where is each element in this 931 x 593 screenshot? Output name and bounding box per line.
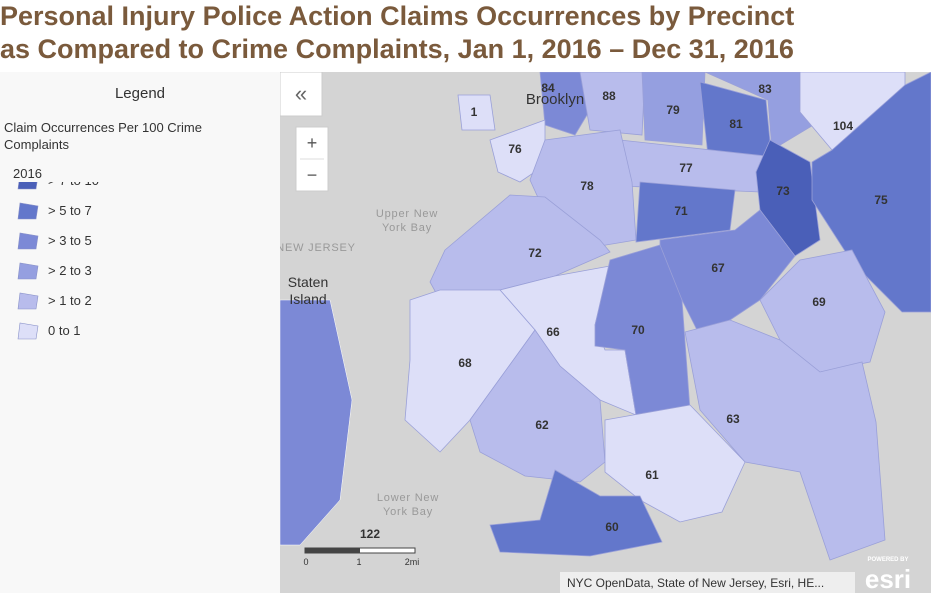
scale-label: 1	[356, 557, 361, 567]
zoom-in[interactable]: +	[307, 133, 318, 153]
precinct-label: 83	[758, 82, 772, 96]
legend-panel: Legend Claim Occurrences Per 100 Crime C…	[0, 72, 280, 593]
legend-label: > 1 to 2	[48, 293, 92, 308]
precinct-label: 84	[541, 81, 555, 95]
precinct-label: 61	[645, 468, 659, 482]
legend-heading: Legend	[114, 85, 166, 102]
map[interactable]: 84 88 79 83 81 104 1 76 77 78 73 75 71 72 67 69 66 70 68 62…	[280, 72, 931, 593]
land-area	[280, 299, 353, 546]
legend-swatch	[17, 292, 39, 310]
map-layer: 84 88 79 83 81 104 1 76 77 78 73 75 71 72 67 69 66 70 68 62…	[280, 72, 931, 593]
logo: esri	[865, 564, 911, 593]
precinct	[635, 181, 736, 243]
place-label: NEW JERSEY	[280, 242, 356, 254]
route-label: 122	[360, 527, 380, 541]
place-label: Staten	[288, 274, 328, 290]
layer-title: Claim Occurrences Per 100 Crime Complain…	[4, 120, 202, 152]
place-label: Island	[289, 291, 326, 307]
legend-swatch	[17, 322, 39, 340]
scale-label: 0	[303, 557, 308, 567]
precinct-label: 77	[679, 161, 693, 175]
legend-swatch	[17, 182, 38, 190]
precinct	[469, 329, 606, 483]
precinct	[489, 469, 663, 557]
precinct	[811, 72, 931, 313]
collapse-button[interactable]	[280, 72, 323, 117]
precinct-label: 60	[605, 520, 619, 534]
title-line: Personal Injury Police Action Claims Occ…	[0, 1, 795, 31]
precinct-label: 62	[535, 418, 549, 432]
title: Personal Injury Police Action Claims Occ…	[0, 0, 931, 72]
precinct-label: 76	[508, 142, 522, 156]
precinct	[704, 72, 831, 151]
precinct-label: 68	[458, 356, 472, 370]
precinct-label: 81	[729, 117, 743, 131]
place-label: York Bay	[383, 506, 433, 518]
legend-group: 2016	[13, 166, 42, 181]
legend-label: > 2 to 3	[48, 263, 92, 278]
precinct	[529, 129, 637, 247]
precinct	[684, 319, 886, 561]
precinct	[604, 404, 746, 523]
place-label: Upper New	[376, 208, 438, 220]
precinct-label: 71	[674, 204, 688, 218]
legend-label: > 7 to 10	[48, 182, 99, 188]
place-label: Brooklyn	[526, 91, 584, 108]
precinct	[429, 194, 611, 301]
precinct-label: 63	[726, 412, 740, 426]
precinct	[539, 72, 591, 136]
legend-swatch	[17, 232, 39, 250]
precinct-label: 88	[602, 89, 616, 103]
logo-tagline: POWERED BY	[867, 557, 908, 563]
precinct-label: 67	[711, 261, 725, 275]
precinct	[641, 72, 706, 146]
legend-swatch	[17, 262, 39, 280]
attribution: NYC OpenData, State of New Jersey, Esri,…	[567, 576, 824, 590]
precinct-label: 104	[833, 119, 853, 133]
place-label: Lower New	[377, 492, 439, 504]
place-label: York Bay	[382, 222, 432, 234]
legend-label: > 3 to 5	[48, 233, 92, 248]
precinct-label: 75	[874, 193, 888, 207]
precinct-label: 78	[580, 179, 594, 193]
legend-swatch	[17, 202, 39, 220]
scale-bar-fill	[305, 548, 360, 553]
precinct-label: 73	[776, 184, 790, 198]
legend-items: > 7 to 10 > 5 to 7 > 3 to 5 > 2 to 3 > 1 to …	[17, 182, 99, 340]
title-line: as Compared to Crime Complaints, Jan 1, …	[0, 34, 794, 64]
collapse-icon[interactable]: «	[295, 81, 307, 106]
legend-label: > 5 to 7	[48, 203, 92, 218]
precinct-label: 1	[471, 105, 478, 119]
precinct-label: 72	[528, 246, 542, 260]
precinct-label: 70	[631, 323, 645, 337]
attribution-bg	[560, 572, 855, 593]
legend-label: 0 to 1	[48, 323, 81, 338]
precinct-label: 79	[666, 103, 680, 117]
precinct-label: 69	[812, 295, 826, 309]
precinct	[457, 94, 496, 131]
precinct-label: 66	[546, 325, 560, 339]
zoom-out[interactable]: −	[307, 165, 318, 185]
precinct	[579, 72, 646, 136]
scale-label: 2mi	[405, 557, 420, 567]
